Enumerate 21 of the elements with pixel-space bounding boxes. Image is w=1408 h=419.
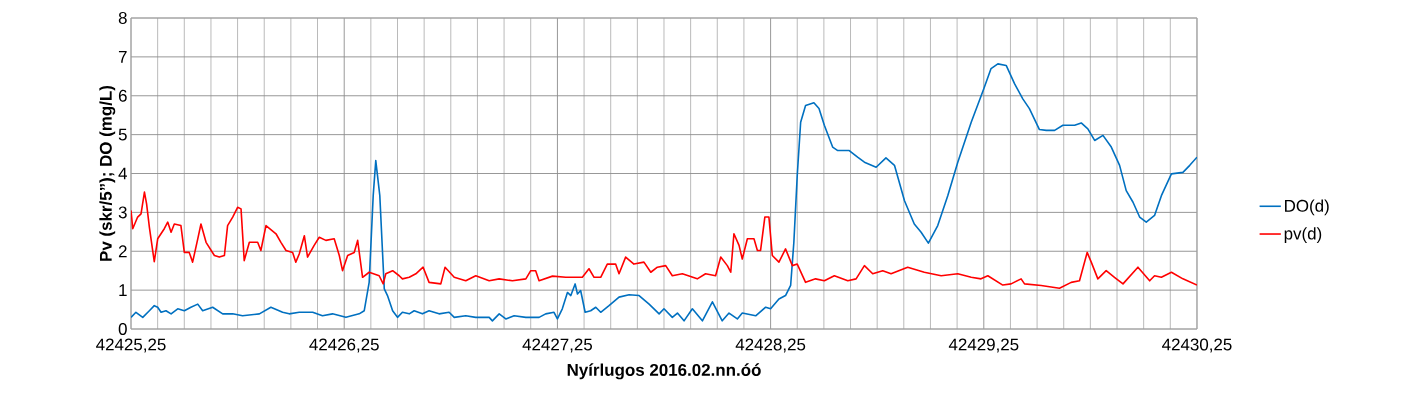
line-series [131, 191, 1197, 289]
y-tick-label: 1 [119, 284, 127, 296]
x-tick-label: 42427,25 [522, 338, 593, 353]
y-tick-label: 7 [118, 51, 127, 63]
y-axis-title: Pv (skr/5”); DO (mg/L) [99, 85, 116, 261]
line-series [131, 63, 1197, 322]
x-tick-label: 42426,25 [309, 338, 379, 353]
x-tick-label: 42429,25 [948, 338, 1019, 353]
y-tick-label: 2 [118, 245, 127, 258]
y-tick-label: 5 [118, 128, 127, 141]
y-tick-label: 4 [118, 167, 127, 180]
y-tick-label: 6 [118, 89, 127, 102]
x-tick-label: 42428,25 [735, 338, 806, 353]
x-tick-label: 42430,25 [1162, 338, 1232, 353]
legend-label: DO(d) [1285, 199, 1329, 216]
x-tick-label: 42425,25 [96, 338, 166, 353]
y-tick-label: 8 [118, 12, 127, 25]
legend-label: pv(d) [1284, 227, 1322, 243]
y-tick-label: 3 [118, 206, 127, 219]
y-tick-label: 0 [118, 323, 127, 335]
x-axis-title: Nyírlugos 2016.02.nn.óó [567, 363, 761, 380]
